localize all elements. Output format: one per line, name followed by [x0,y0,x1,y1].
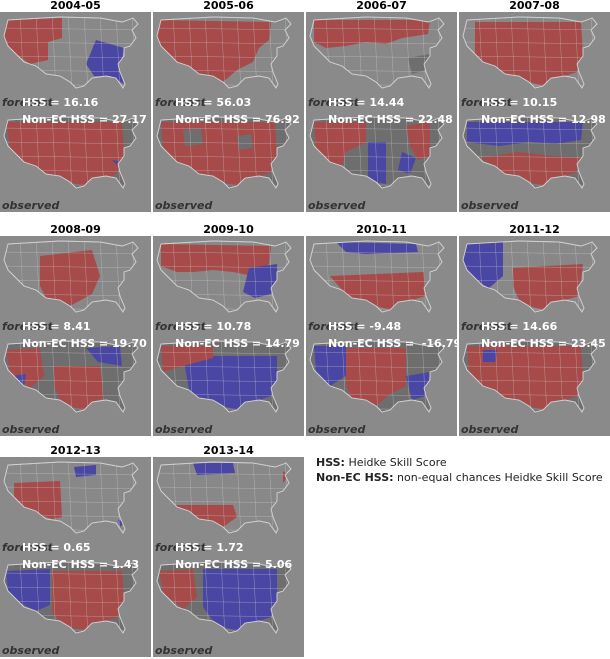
forecast-label: forecast [461,320,512,333]
map-box: forecast observed HSS = 10.15 Non-EC HSS = … [459,12,610,212]
map-box: forecast observed HSS = 1.72 Non-EC HSS = 5… [153,457,304,657]
forecast-label: forecast [308,320,359,333]
nonec-hss-score: Non-EC HSS = 27.17 [22,113,147,126]
season-title: 2009-10 [203,223,254,236]
observed-label: observed [155,644,213,657]
below-normal-region [336,242,418,254]
nonec-hss-score: Non-EC HSS = 19.70 [22,337,147,350]
below-normal-region [314,346,346,386]
below-normal-region [86,40,124,84]
below-normal-region [483,350,497,362]
nonec-hss-score: Non-EC HSS = 22.48 [328,113,453,126]
above-normal-region [161,244,271,276]
legend-hss: HSS: Heidke Skill Score [316,456,447,469]
nonec-hss-score: Non-EC HSS = 12.98 [481,113,606,126]
map-box: forecast observed HSS = 10.78 Non-EC HSS = … [153,236,304,436]
equal-chances-region [237,134,253,150]
above-normal-region [513,264,583,310]
season-title: 2013-14 [203,444,254,457]
forecast-label: forecast [155,96,206,109]
hss-score: HSS = 56.03 [175,96,252,109]
season-title: 2005-06 [203,0,254,12]
nonec-hss-score: Non-EC HSS = 23.45 [481,337,606,350]
above-normal-region [157,20,271,82]
hss-score: HSS = 10.15 [481,96,558,109]
season-panel: 2010-11 forecast observed HSS = -9.48 Non-EC… [306,223,457,436]
nonec-hss-score: Non-EC HSS = 5.06 [175,558,293,571]
legend: HSS: Heidke Skill Score Non-EC HSS: non-… [316,455,603,485]
season-title: 2007-08 [509,0,560,12]
nonec-hss-score: Non-EC HSS = -16.79 [328,337,457,350]
below-normal-region [86,346,122,366]
season-panel: 2007-08 forecast observed HSS = 10.15 Non-EC… [459,0,610,212]
season-panel: 2013-14 forecast observed HSS = 1.72 Non-EC … [153,444,304,657]
hss-score: HSS = 14.44 [328,96,405,109]
observed-label: observed [308,423,366,436]
map-box: forecast observed HSS = -9.48 Non-EC HSS = … [306,236,457,436]
below-normal-region [183,356,277,410]
forecast-label: forecast [2,541,53,554]
map-box: forecast observed HSS = 16.16 Non-EC HSS = … [0,12,151,212]
observed-label: observed [461,199,519,212]
season-panel: 2004-05 forecast observed HSS = 16.16 Non-EC… [0,0,151,212]
season-title: 2012-13 [50,444,101,457]
season-title: 2010-11 [356,223,407,236]
nonec-hss-score: Non-EC HSS = 1.43 [22,558,140,571]
observed-label: observed [461,423,519,436]
season-panel: 2008-09 forecast observed HSS = 8.41 Non-EC … [0,223,151,436]
season-title: 2011-12 [509,223,560,236]
below-normal-region [243,264,277,298]
map-box: forecast observed HSS = 0.65 Non-EC HSS = 1… [0,457,151,657]
forecast-label: forecast [2,96,53,109]
map-box: forecast observed HSS = 14.66 Non-EC HSS = … [459,236,610,436]
above-normal-region [314,20,430,48]
hss-score: HSS = 1.72 [175,541,244,554]
forecast-label: forecast [308,96,359,109]
map-box: forecast observed HSS = 8.41 Non-EC HSS = 1… [0,236,151,436]
observed-label: observed [2,644,60,657]
season-title: 2006-07 [356,0,407,12]
observed-label: observed [2,423,60,436]
above-normal-region [6,122,124,186]
observed-label: observed [155,199,213,212]
above-normal-region [173,505,237,527]
season-title: 2004-05 [50,0,101,12]
season-panel: 2005-06 forecast observed HSS = 56.03 Non-EC… [153,0,304,212]
map-box: forecast observed HSS = 56.03 Non-EC HSS = … [153,12,304,212]
above-normal-region [54,366,104,410]
forecast-label: forecast [155,320,206,333]
below-normal-region [6,569,50,611]
observed-label: observed [2,199,60,212]
nonec-hss-score: Non-EC HSS = 14.79 [175,337,300,350]
hss-score: HSS = 0.65 [22,541,91,554]
above-normal-region [4,18,62,64]
hss-score: HSS = 10.78 [175,320,252,333]
below-normal-region [193,463,235,475]
season-panel: 2012-13 forecast observed HSS = 0.65 Non-EC … [0,444,151,657]
map-box: forecast observed HSS = 14.44 Non-EC HSS = … [306,12,457,212]
forecast-label: forecast [461,96,512,109]
below-normal-region [463,242,503,288]
hss-score: HSS = 16.16 [22,96,99,109]
equal-chances-region [183,128,203,146]
observed-label: observed [155,423,213,436]
season-panel: 2011-12 forecast observed HSS = 14.66 Non-EC… [459,223,610,436]
season-panel: 2006-07 forecast observed HSS = 14.44 Non-EC… [306,0,457,212]
hss-score: HSS = -9.48 [328,320,402,333]
hss-score: HSS = 14.66 [481,320,558,333]
hss-score: HSS = 8.41 [22,320,91,333]
above-normal-region [6,348,44,388]
below-normal-region [203,569,277,631]
season-title: 2008-09 [50,223,101,236]
above-normal-region [159,569,197,609]
forecast-label: forecast [2,320,53,333]
legend-nonec-hss: Non-EC HSS: non-equal chances Heidke Ski… [316,471,603,484]
above-normal-region [467,346,583,410]
below-normal-region [368,142,386,184]
season-panel: 2009-10 forecast observed HSS = 10.78 Non-EC… [153,223,304,436]
forecast-label: forecast [155,541,206,554]
above-normal-region [330,272,426,310]
nonec-hss-score: Non-EC HSS = 76.92 [175,113,300,126]
observed-label: observed [308,199,366,212]
